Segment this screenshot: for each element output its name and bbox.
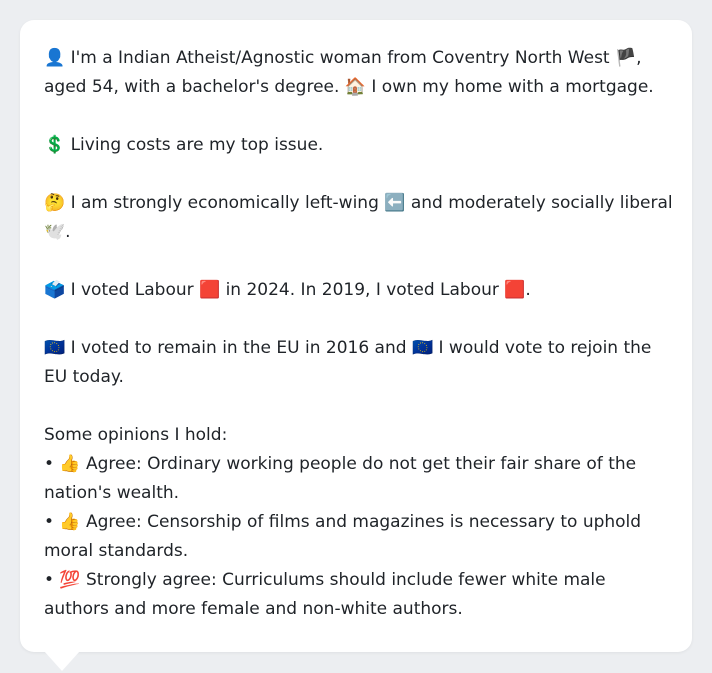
opinion-item: • 👍 Agree: Ordinary working people do no… bbox=[44, 454, 637, 503]
voting-history-paragraph: 🗳️ I voted Labour 🟥 in 2024. In 2019, I … bbox=[44, 280, 531, 300]
opinion-item: • 👍 Agree: Censorship of films and magaz… bbox=[44, 512, 642, 561]
speech-bubble-tail bbox=[44, 651, 80, 671]
top-issue-paragraph: 💲 Living costs are my top issue. bbox=[44, 135, 324, 155]
ideology-paragraph: 🤔 I am strongly economically left-wing ⬅… bbox=[44, 193, 673, 242]
opinion-item: • 💯 Strongly agree: Curriculums should i… bbox=[44, 570, 606, 619]
intro-paragraph: 👤 I'm a Indian Atheist/Agnostic woman fr… bbox=[44, 48, 654, 97]
persona-content: 👤 I'm a Indian Atheist/Agnostic woman fr… bbox=[44, 44, 674, 624]
persona-card: 👤 I'm a Indian Atheist/Agnostic woman fr… bbox=[20, 20, 692, 652]
opinions-section: Some opinions I hold: • 👍 Agree: Ordinar… bbox=[44, 421, 674, 624]
opinions-heading: Some opinions I hold: bbox=[44, 425, 228, 445]
eu-paragraph: 🇪🇺 I voted to remain in the EU in 2016 a… bbox=[44, 338, 652, 387]
